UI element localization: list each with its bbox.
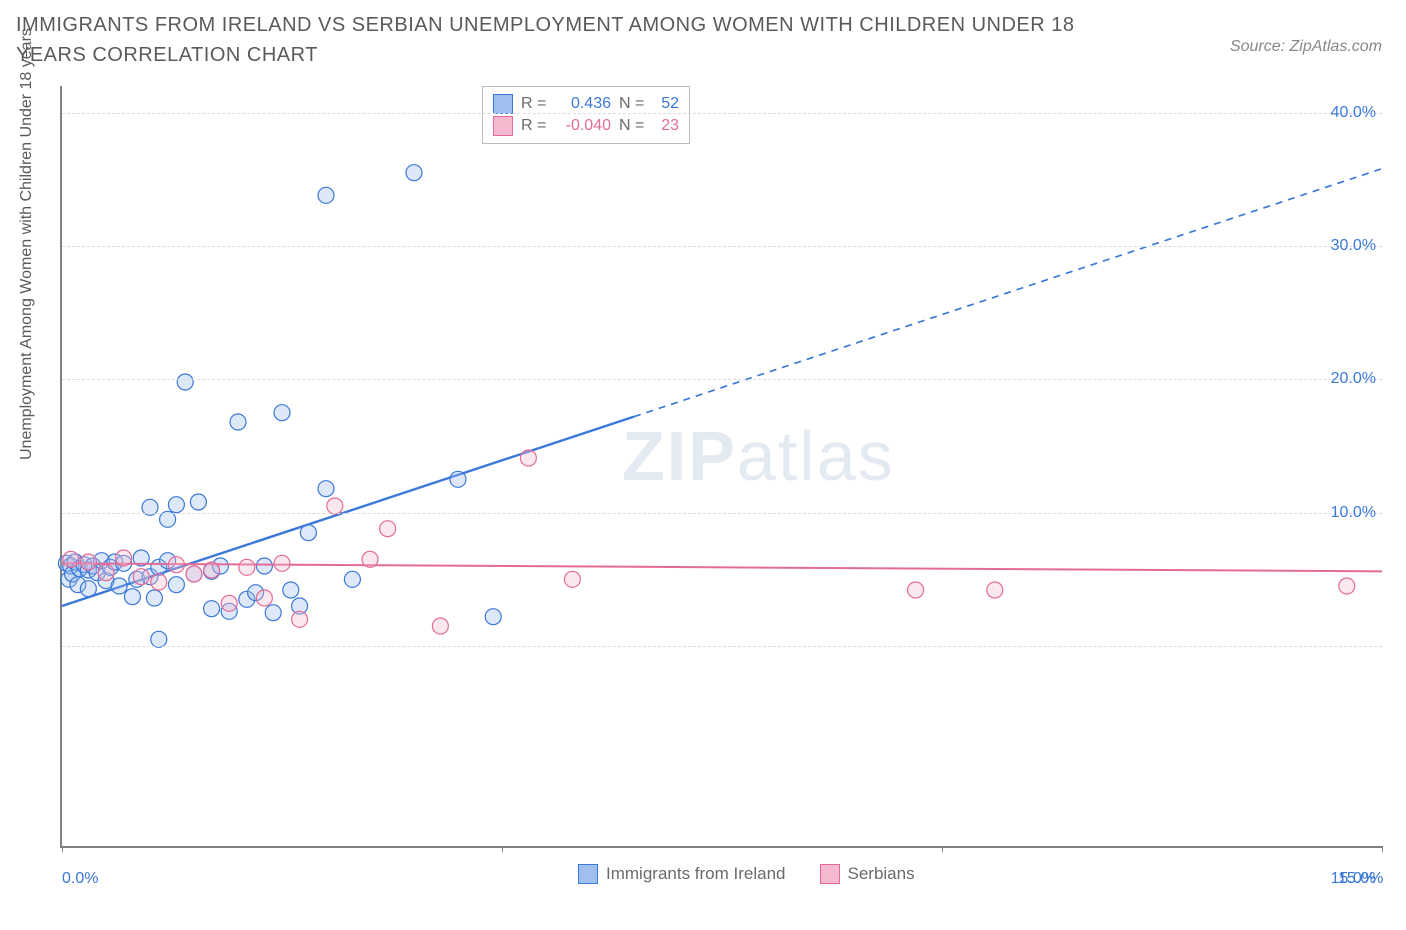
x-tick-label: 0.0% [62,870,98,888]
legend-r-value: 0.436 [555,95,611,113]
legend-item: Immigrants from Ireland [578,864,786,884]
data-point [168,557,184,573]
data-point [80,581,96,597]
data-point [116,550,132,566]
legend-n-value: 23 [653,117,679,135]
x-tick [1382,846,1383,852]
data-point [362,551,378,567]
y-tick-label: 40.0% [1331,104,1376,122]
gridline [62,513,1382,514]
legend-series-name: Serbians [848,864,915,884]
data-point [111,578,127,594]
legend-n-label: N = [619,117,645,135]
source-label: Source: ZipAtlas.com [1230,38,1382,56]
data-point [485,609,501,625]
data-point [230,414,246,430]
data-point [151,574,167,590]
data-point [283,582,299,598]
data-point [318,481,334,497]
data-point [133,569,149,585]
data-point [406,165,422,181]
data-point [344,571,360,587]
y-tick-label: 30.0% [1331,237,1376,255]
data-point [186,566,202,582]
data-point [256,590,272,606]
data-point [146,590,162,606]
data-point [204,562,220,578]
gridline [62,379,1382,380]
x-tick [942,846,943,852]
data-point [151,631,167,647]
data-point [265,605,281,621]
legend-swatch [493,116,513,136]
legend-swatch [493,94,513,114]
legend-r-label: R = [521,117,547,135]
data-point [450,471,466,487]
data-point [292,611,308,627]
data-point [318,187,334,203]
data-point [221,595,237,611]
data-point [63,551,79,567]
gridline [62,246,1382,247]
y-tick-label: 10.0% [1331,504,1376,522]
chart-title: IMMIGRANTS FROM IRELAND VS SERBIAN UNEMP… [16,10,1116,70]
data-point [274,405,290,421]
legend-series-name: Immigrants from Ireland [606,864,786,884]
y-axis-title: Unemployment Among Women with Children U… [18,28,36,460]
data-point [168,497,184,513]
data-point [520,450,536,466]
data-point [380,521,396,537]
legend-series: Immigrants from Ireland Serbians [578,864,915,884]
data-point [80,554,96,570]
legend-correlation: R = 0.436 N = 52 R = -0.040 N = 23 [482,86,690,144]
x-tick [62,846,63,852]
legend-item: Serbians [820,864,915,884]
data-point [204,601,220,617]
legend-n-label: N = [619,95,645,113]
data-point [1339,578,1355,594]
legend-swatch [820,864,840,884]
data-point [256,558,272,574]
legend-swatch [578,864,598,884]
data-point [190,494,206,510]
data-point [300,525,316,541]
legend-n-value: 52 [653,95,679,113]
legend-row: R = -0.040 N = 23 [493,115,679,137]
legend-r-label: R = [521,95,547,113]
plot-area: ZIPatlas R =0.436N =52R =-0.040N =23 Imm… [60,86,1382,848]
data-point [432,618,448,634]
data-point [168,577,184,593]
data-point [124,589,140,605]
plot-svg [62,86,1382,846]
data-point [564,571,580,587]
gridline [62,646,1382,647]
data-point [177,374,193,390]
x-tick [502,846,503,852]
y-tick-label: 20.0% [1331,370,1376,388]
legend-r-value: -0.040 [555,117,611,135]
data-point [987,582,1003,598]
x-tick-label: 15.0% [1338,870,1383,888]
data-point [239,559,255,575]
data-point [327,498,343,514]
gridline [62,113,1382,114]
data-point [274,555,290,571]
data-point [160,511,176,527]
data-point [98,565,114,581]
data-point [908,582,924,598]
